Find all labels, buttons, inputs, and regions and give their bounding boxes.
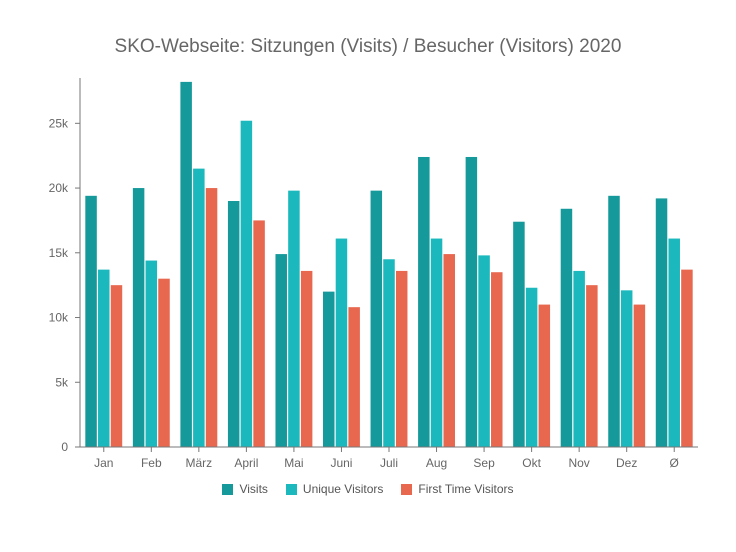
chart-title: SKO-Webseite: Sitzungen (Visits) / Besuc… [114,36,622,57]
bar-unique-visitors[interactable] [193,168,205,447]
bar-unique-visitors[interactable] [335,238,348,447]
legend-label: Visits [239,482,268,496]
x-tick-label: Feb [141,456,162,470]
bar-first-time-visitors[interactable] [110,285,123,447]
y-tick-label: 10k [49,311,69,325]
bar-visits[interactable] [513,221,525,447]
bar-unique-visitors[interactable] [668,238,680,447]
y-tick-label: 0 [61,440,68,454]
x-tick-label: Mai [284,456,303,470]
x-tick-label: Sep [473,456,495,470]
bar-unique-visitors[interactable] [240,120,253,447]
bar-unique-visitors[interactable] [620,290,633,447]
bar-visits[interactable] [85,195,97,447]
bar-first-time-visitors[interactable] [205,188,218,448]
bar-first-time-visitors[interactable] [443,254,455,447]
x-tick-label: Juli [380,456,398,470]
bar-unique-visitors[interactable] [573,270,585,447]
bar-visits[interactable] [560,208,573,447]
y-tick-label: 25k [49,116,69,130]
bar-unique-visitors[interactable] [98,269,110,447]
legend-item-visits[interactable]: Visits [222,482,268,496]
legend-label: First Time Visitors [418,482,514,496]
bar-first-time-visitors[interactable] [348,307,360,447]
y-tick-label: 5k [55,375,69,389]
legend-swatch [222,483,234,495]
legend-label: Unique Visitors [302,482,384,496]
bar-unique-visitors[interactable] [525,287,538,447]
bar-visits[interactable] [275,254,287,447]
y-tick-label: 15k [49,246,69,260]
legend-swatch [285,483,297,495]
legend-item-first-time-visitors[interactable]: First Time Visitors [401,482,514,496]
bar-unique-visitors[interactable] [383,259,395,447]
legend: Visits Unique Visitors First Time Visito… [0,482,736,496]
x-tick-label: Juni [330,456,352,470]
x-tick-label: Jan [94,456,113,470]
bar-first-time-visitors[interactable] [395,270,408,447]
bar-first-time-visitors[interactable] [253,220,265,447]
bar-unique-visitors[interactable] [430,238,443,447]
x-tick-label: Ø [670,456,679,470]
x-axis-ticks: Jan Feb März April Mai Juni Juli Aug Sep Okt Nov De… [94,447,679,470]
bar-first-time-visitors[interactable] [586,285,598,447]
bar-visits[interactable] [227,201,240,447]
bar-visits[interactable] [370,190,383,448]
legend-item-unique-visitors[interactable]: Unique Visitors [285,482,384,496]
x-tick-label: März [186,456,213,470]
y-axis-ticks: 0 5k 10k 15k 20k 25k [49,116,80,454]
bar-unique-visitors[interactable] [478,255,490,447]
x-tick-label: April [234,456,258,470]
bar-visits[interactable] [608,195,620,447]
bar-first-time-visitors[interactable] [158,278,170,447]
bar-visits[interactable] [418,156,430,447]
bar-first-time-visitors[interactable] [538,304,551,447]
y-tick-label: 20k [49,181,69,195]
bar-visits[interactable] [465,156,478,447]
bar-unique-visitors[interactable] [288,190,300,448]
legend-swatch [401,483,413,495]
x-tick-label: Okt [522,456,541,470]
bar-visits[interactable] [180,81,192,447]
x-tick-label: Aug [426,456,447,470]
bar-unique-visitors[interactable] [145,260,158,447]
bar-first-time-visitors[interactable] [681,269,693,447]
bar-visits[interactable] [655,198,668,447]
bar-first-time-visitors[interactable] [633,304,646,447]
x-tick-label: Nov [568,456,589,470]
bar-first-time-visitors[interactable] [300,270,313,447]
bar-first-time-visitors[interactable] [491,272,503,447]
x-tick-label: Dez [616,456,637,470]
bar-visits[interactable] [132,188,145,448]
bars-group [85,81,693,448]
bar-visits[interactable] [323,291,335,447]
